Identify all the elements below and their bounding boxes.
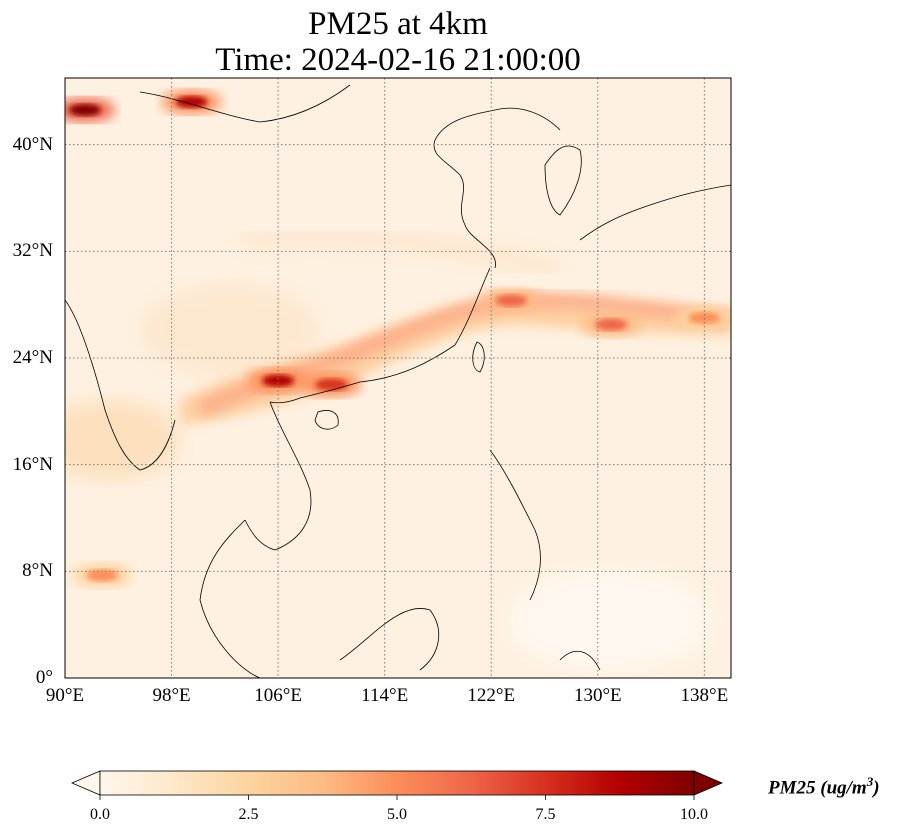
border-mongolia [139, 84, 351, 123]
lat-tick-label: 32°N [12, 240, 53, 262]
lat-tick-label: 8°N [22, 560, 53, 582]
coast-philippines [489, 449, 541, 601]
plume-core-band-pacific [595, 318, 628, 331]
band-secondary [238, 226, 563, 279]
colorbar-ticks [99, 795, 695, 800]
colorbar-body [100, 771, 694, 795]
band-halo [180, 300, 731, 425]
lon-tick-label: 114°E [361, 685, 409, 706]
coast-malay [199, 519, 261, 678]
lat-tick-label: 0° [35, 667, 53, 688]
plume-core-band-east-china-sea [495, 294, 528, 307]
coast-sulawesi [559, 650, 601, 671]
lon-tick-label: 138°E [680, 685, 729, 706]
coast-korea [544, 145, 582, 216]
haze-clean-pacific [510, 570, 710, 670]
lat-tick-label: 24°N [12, 347, 53, 368]
plot-title-line2: Time: 2024-02-16 21:00:00 [215, 42, 581, 78]
coast-east-china [433, 107, 561, 269]
lon-tick-label: 98°E [152, 685, 191, 706]
plume-core-band-south-china [262, 374, 295, 387]
coast-taiwan [472, 341, 485, 373]
colorbar-extend-low [70, 770, 101, 796]
coast-japan [579, 184, 731, 241]
colorbar-tick-label: 2.5 [238, 806, 259, 823]
colorbar-label: PM25 (ug/m3) [768, 774, 880, 799]
colorbar-tick-label: 0.0 [90, 806, 110, 823]
plume-core-north-plume-east [175, 96, 208, 108]
plume-core-band-guangdong [315, 378, 348, 391]
colorbar-tick-label: 5.0 [387, 806, 407, 823]
coast-hainan [314, 410, 339, 430]
coastlines [65, 84, 731, 678]
pollution-field [65, 90, 731, 670]
colorbar-tick-label: 10.0 [680, 806, 708, 823]
plot-title-line1: PM25 at 4km [308, 6, 488, 42]
coast-vietnam [244, 401, 312, 551]
plume-core-north-plume-west [68, 104, 101, 116]
lon-tick-label: 130°E [573, 685, 622, 706]
haze-bay-of-bengal [65, 400, 180, 480]
lat-tick-label: 40°N [12, 133, 53, 155]
coast-south-china [269, 267, 491, 404]
lat-tick-label: 16°N [12, 453, 53, 475]
coast-bay-of-bengal [65, 299, 176, 471]
plume-core-myanmar-spot [86, 569, 119, 582]
map-frame [64, 77, 732, 679]
lon-tick-label: 90°E [45, 685, 85, 706]
haze-yunnan [140, 285, 320, 375]
coast-borneo [339, 608, 439, 671]
lon-tick-label: 106°E [254, 685, 302, 706]
colorbar [70, 770, 724, 800]
colorbar-extend-high [693, 770, 724, 796]
lon-tick-label: 122°E [467, 685, 516, 706]
colorbar-tick-label: 7.5 [535, 806, 556, 823]
